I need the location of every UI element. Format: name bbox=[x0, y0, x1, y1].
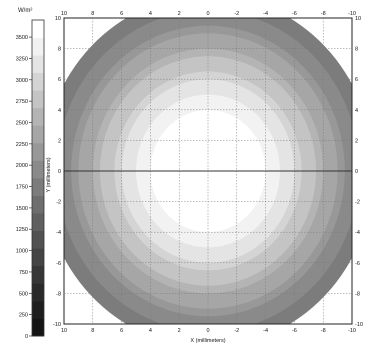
colorbar-block bbox=[32, 160, 44, 179]
colorbar-block bbox=[32, 90, 44, 109]
colorbar-block bbox=[32, 265, 44, 284]
x-tick-label-top: 0 bbox=[206, 11, 209, 17]
y-tick-label-right: -4 bbox=[355, 230, 360, 236]
colorbar-block bbox=[32, 300, 44, 319]
x-axis-bottom-ticks: 10 8 6 4 2 0 -2 -4 -6 -8 -10 bbox=[61, 328, 356, 334]
colorbar-tick-label: 250 bbox=[19, 313, 28, 319]
colorbar-block bbox=[32, 20, 44, 38]
colorbar-block bbox=[32, 213, 44, 232]
y-tick-label-left: 6 bbox=[58, 77, 61, 83]
colorbar-block bbox=[32, 107, 44, 126]
y-tick-label-left: -10 bbox=[53, 322, 61, 328]
colorbar-tick-label: 2750 bbox=[16, 99, 28, 105]
x-tick-label-bottom: -10 bbox=[348, 328, 356, 334]
colorbar-tick-label: 750 bbox=[19, 270, 28, 276]
y-tick-label-right: -6 bbox=[355, 261, 360, 267]
colorbar-block bbox=[32, 55, 44, 74]
y-tick-label-right: 0 bbox=[355, 169, 358, 175]
colorbar-block bbox=[32, 318, 44, 337]
y-tick-label-left: -4 bbox=[56, 230, 61, 236]
x-tick-label-bottom: 10 bbox=[61, 328, 67, 334]
y-axis-label: Y (millimeters) bbox=[46, 157, 52, 192]
y-tick-label-left: 0 bbox=[58, 169, 61, 175]
colorbar-tick-label: 2500 bbox=[16, 120, 28, 126]
x-axis-label: X (millimeters) bbox=[190, 338, 225, 344]
colorbar bbox=[31, 19, 45, 337]
y-tick-label-right: 4 bbox=[355, 108, 358, 114]
colorbar-tick-label: 3000 bbox=[16, 78, 28, 84]
colorbar-block bbox=[32, 178, 44, 196]
colorbar-block bbox=[32, 195, 44, 214]
y-tick-label-left: -8 bbox=[56, 291, 61, 297]
colorbar-block bbox=[32, 248, 44, 267]
y-tick-label-left: 10 bbox=[55, 16, 61, 22]
x-tick-label-top: 2 bbox=[178, 11, 181, 17]
x-tick-label-top: -6 bbox=[292, 11, 297, 17]
y-tick-label-right: -8 bbox=[355, 291, 360, 297]
colorbar-tick-label: 2250 bbox=[16, 142, 28, 148]
colorbar-block bbox=[32, 283, 44, 302]
contour-bands bbox=[64, 18, 352, 324]
y-tick-label-right: -10 bbox=[355, 322, 363, 328]
x-tick-label-bottom: 8 bbox=[91, 328, 94, 334]
colorbar-tick-label: 1750 bbox=[16, 185, 28, 191]
x-tick-label-bottom: 6 bbox=[120, 328, 123, 334]
x-tick-label-bottom: 2 bbox=[178, 328, 181, 334]
colorbar-block bbox=[32, 72, 44, 91]
colorbar-ticks: 3500325030002750250022502000175015001250… bbox=[16, 35, 32, 340]
colorbar-tick-label: 3250 bbox=[16, 56, 28, 62]
x-tick-label-bottom: -6 bbox=[292, 328, 297, 334]
x-tick-label-bottom: 4 bbox=[149, 328, 152, 334]
colorbar-tick-label: 1000 bbox=[16, 249, 28, 255]
colorbar-unit-label: W/m² bbox=[18, 8, 32, 14]
x-tick-label-bottom: -2 bbox=[234, 328, 239, 334]
y-tick-label-right: 2 bbox=[355, 138, 358, 144]
y-tick-label-right: 10 bbox=[355, 16, 361, 22]
y-tick-label-left: 4 bbox=[58, 108, 61, 114]
y-tick-label-left: -2 bbox=[56, 200, 61, 206]
x-tick-label-top: -2 bbox=[234, 11, 239, 17]
colorbar-tick-label: 0 bbox=[25, 334, 28, 340]
colorbar-tick-label: 500 bbox=[19, 291, 28, 297]
y-tick-label-right: 8 bbox=[355, 47, 358, 53]
x-axis-top-ticks: 10 8 6 4 2 0 -2 -4 -6 -8 -10 bbox=[61, 11, 356, 17]
y-tick-label-left: 8 bbox=[58, 47, 61, 53]
colorbar-tick-label: 1500 bbox=[16, 206, 28, 212]
colorbar-block bbox=[32, 142, 44, 161]
colorbar-block bbox=[32, 125, 44, 144]
x-tick-label-bottom: -4 bbox=[263, 328, 268, 334]
y-tick-label-right: 6 bbox=[355, 77, 358, 83]
y-tick-label-left: 2 bbox=[58, 138, 61, 144]
x-tick-label-bottom: -8 bbox=[321, 328, 326, 334]
y-tick-label-left: -6 bbox=[56, 261, 61, 267]
x-tick-label-top: 6 bbox=[120, 11, 123, 17]
x-tick-label-top: -4 bbox=[263, 11, 268, 17]
x-tick-label-top: 4 bbox=[149, 11, 152, 17]
x-tick-label-top: -8 bbox=[321, 11, 326, 17]
colorbar-tick-label: 3500 bbox=[16, 35, 28, 41]
x-tick-label-bottom: 0 bbox=[206, 328, 209, 334]
colorbar-tick-label: 2000 bbox=[16, 163, 28, 169]
colorbar-frame bbox=[31, 19, 45, 337]
x-tick-label-top: 10 bbox=[61, 11, 67, 17]
y-tick-label-right: -2 bbox=[355, 200, 360, 206]
y-axis-left-ticks: 10 8 6 4 2 0 -2 -4 -6 -8 -10 bbox=[53, 16, 61, 328]
colorbar-block bbox=[32, 230, 44, 249]
y-axis-right-ticks: 10 8 6 4 2 0 -2 -4 -6 -8 -10 bbox=[355, 16, 363, 328]
colorbar-tick-label: 1250 bbox=[16, 227, 28, 233]
x-tick-label-top: -10 bbox=[348, 11, 356, 17]
colorbar-block bbox=[32, 37, 44, 56]
x-tick-label-top: 8 bbox=[91, 11, 94, 17]
